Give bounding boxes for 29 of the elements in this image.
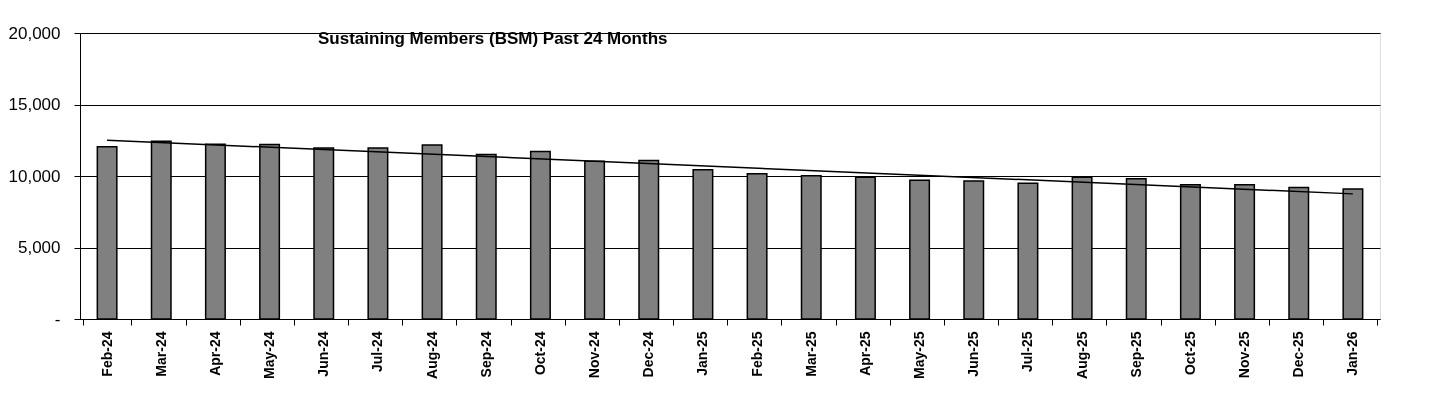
x-tick-label: Aug-25 [1073,331,1090,379]
x-tick-label: Jun-25 [965,331,982,377]
x-tick-label: Mar-24 [152,331,169,377]
x-tick-label: May-25 [911,331,928,379]
x-tick-label: Sep-24 [477,331,494,378]
x-tick-label: Dec-24 [640,331,657,378]
x-tick-label: Mar-25 [802,331,819,377]
y-tick-label: 5,000 [17,238,61,257]
x-tick-label: Jun-24 [315,331,332,377]
x-tick-label: Nov-24 [586,331,603,379]
x-tick-label: Feb-25 [748,331,765,377]
x-tick-label: Oct-25 [1181,331,1198,376]
x-tick-label: Dec-25 [1290,331,1307,378]
y-tick-label: 10,000 [8,166,61,186]
x-tick-label: May-24 [261,331,278,379]
x-tick-label: Oct-24 [531,331,548,376]
x-tick-label: Feb-24 [98,331,115,377]
y-tick-label: 15,000 [8,95,61,114]
y-tick-label: - [54,309,61,329]
x-tick-label: Jan-26 [1344,331,1361,376]
x-tick-label: Nov-25 [1236,331,1253,379]
x-tick-label: Apr-24 [206,331,223,376]
x-tick-label: Apr-25 [856,331,873,376]
x-tick-label: Jul-24 [369,331,386,372]
x-tick-label: Jul-25 [1019,331,1036,372]
y-tick-label: 20,000 [8,23,61,43]
x-tick-label: Jan-25 [694,331,711,376]
x-tick-label: Sep-25 [1127,331,1144,378]
x-tick-label: Aug-24 [423,331,440,379]
